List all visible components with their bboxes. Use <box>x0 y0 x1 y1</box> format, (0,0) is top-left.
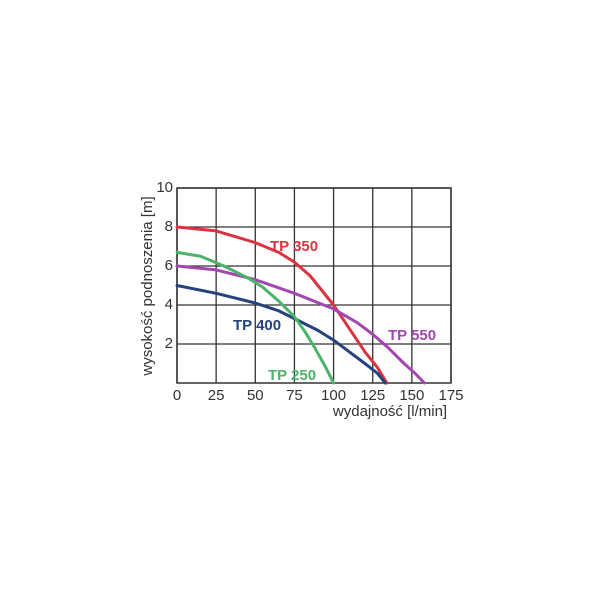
y-tick-label: 10 <box>156 179 173 196</box>
y-axis-label: wysokość podnoszenia [m] <box>139 196 156 376</box>
series-label: TP 400 <box>233 317 281 334</box>
x-tick-label: 25 <box>208 387 225 404</box>
y-tick-label: 4 <box>165 296 173 313</box>
x-tick-label: 150 <box>399 387 424 404</box>
y-tick-label: 2 <box>165 335 173 352</box>
x-axis-label: wydajność [l/min] <box>332 403 447 420</box>
x-tick-label: 175 <box>438 387 463 404</box>
y-tick-label: 6 <box>165 257 173 274</box>
x-tick-label: 0 <box>173 387 181 404</box>
series-label: TP 350 <box>270 238 318 255</box>
y-tick-label: 8 <box>165 218 173 235</box>
series-label: TP 250 <box>268 367 316 384</box>
series-label: TP 550 <box>388 327 436 344</box>
x-tick-label: 50 <box>247 387 264 404</box>
series-line <box>175 250 336 385</box>
series-line <box>175 225 389 385</box>
series-line <box>175 284 387 385</box>
x-tick-label: 100 <box>321 387 346 404</box>
x-tick-label: 75 <box>286 387 303 404</box>
x-tick-label: 125 <box>360 387 385 404</box>
plot-frame <box>176 187 452 384</box>
